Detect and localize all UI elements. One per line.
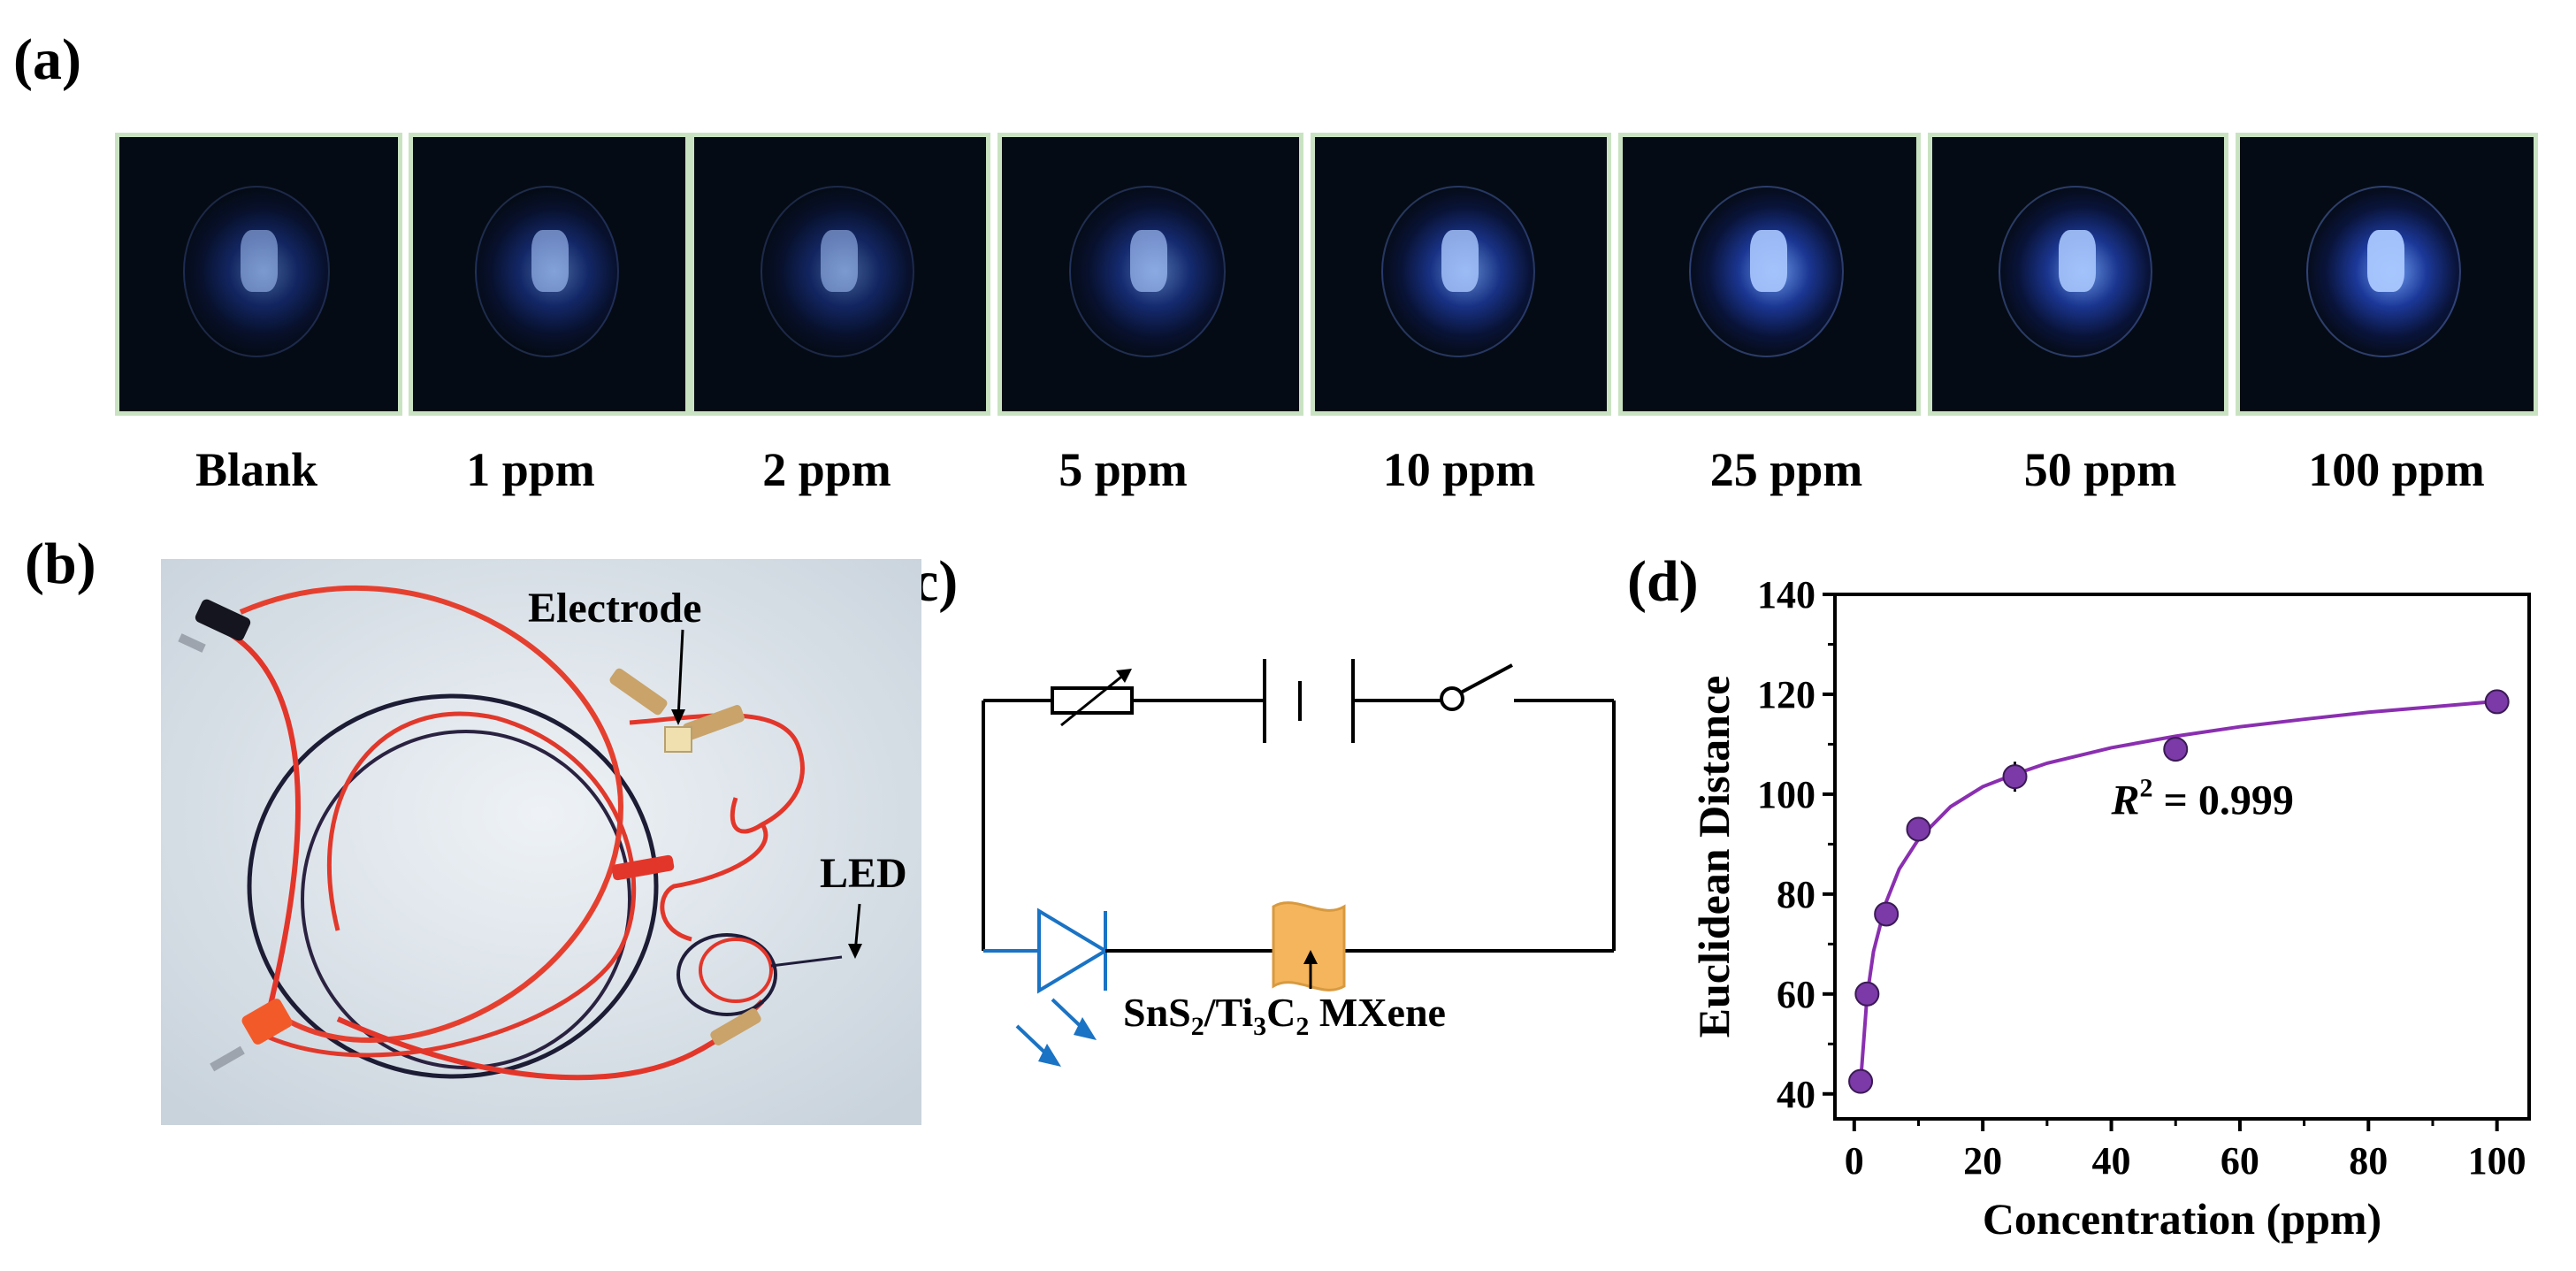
led-core [2058,230,2096,292]
data-point [1854,981,1880,1007]
circuit-photo: Electrode LED [161,559,921,1125]
panel-d-label: (d) [1627,549,1699,614]
electrode-sample [664,726,692,753]
switch-terminal [1440,686,1464,711]
concentration-caption: 5 ppm [1059,443,1188,496]
data-point [2163,737,2189,762]
resistor-arrow [1060,672,1126,727]
black-plug-pin [178,633,206,653]
variable-resistor [1051,686,1134,715]
circuit-photo-drawing [161,559,921,1125]
red-wire [221,627,301,1020]
led-core [2366,230,2404,292]
led-wire-loop [676,933,777,1016]
red-wire-loop [239,586,624,1043]
x-tick-label: 60 [2221,1139,2259,1183]
led-core [1441,230,1479,292]
concentration-caption: Blank [195,443,318,496]
led-photo-frame [1928,133,2228,416]
mxene-label: SnS2/Ti3C2 MXene [1123,990,1446,1041]
led-photo-frame [690,133,990,416]
electrode-label: Electrode [528,585,702,632]
electrode-arrow [676,629,684,719]
switch-lever [1460,663,1513,694]
panel-b-label: (b) [25,532,96,596]
led-photo-frame [2236,133,2538,416]
r-squared-annotation: R2 = 0.999 [2111,773,2294,823]
fit-curve [1859,699,2497,1082]
data-point [1848,1068,1874,1094]
y-tick-label: 140 [1757,573,1815,616]
concentration-caption: 100 ppm [2308,443,2485,496]
bottom-clip [710,1008,761,1045]
led-photo-strip [115,133,2538,420]
red-clip [611,854,675,881]
alligator-clip-2 [683,705,745,740]
emission-arrow [1015,1024,1054,1061]
red-wire-loop-2 [266,711,637,1058]
concentration-caption: 50 ppm [2023,443,2177,496]
panel-a-label: (a) [13,27,81,92]
y-tick-label: 40 [1777,1073,1815,1116]
concentration-caption: 25 ppm [1709,443,1863,496]
led-core [820,230,858,292]
led-photo-frame [1311,133,1611,416]
red-wire-mid [660,823,768,942]
emission-arrow-head [1038,1044,1061,1067]
y-tick-label: 120 [1757,673,1815,716]
led-photo-frame [115,133,402,416]
plot-frame [1833,593,2531,1121]
led-label: LED [820,850,907,897]
black-wire-loop-inner [301,730,631,1069]
x-tick-label: 40 [2092,1139,2131,1183]
alligator-clip [609,668,668,716]
x-tick-label: 0 [1845,1139,1864,1183]
led-symbol [1037,907,1109,994]
x-tick-label: 80 [2349,1139,2388,1183]
red-plug-pin [210,1045,245,1072]
concentration-caption: 10 ppm [1382,443,1536,496]
data-point [2484,689,2510,715]
x-axis-label: Concentration (ppm) [1983,1194,2381,1244]
red-plug [241,999,293,1045]
black-plug [195,599,251,641]
mxene-sample [1272,901,1346,992]
emission-arrow-head [1074,1017,1097,1040]
electrode-arrow-head [671,709,685,725]
led-core [1749,230,1787,292]
concentration-caption: 2 ppm [762,443,891,496]
black-wire-loop [247,693,659,1079]
y-tick-label: 80 [1777,873,1815,916]
y-axis-label: Euclidean Distance [1689,676,1739,1038]
concentration-caption: 1 ppm [466,443,595,496]
led-wire-loop-red [699,938,773,1003]
led-photo-frame [998,133,1303,416]
led-core [1130,230,1168,292]
sample-arrow-head [1303,950,1318,964]
led-lead [770,955,843,968]
led-core [531,230,569,292]
data-point [1906,816,1931,842]
led-photo-frame [409,133,690,416]
data-point [1874,901,1900,927]
x-tick-label: 20 [1963,1139,2002,1183]
x-tick-label: 100 [2468,1139,2526,1183]
emission-arrow [1051,998,1089,1035]
data-point [2002,764,2028,790]
y-tick-label: 60 [1777,973,1815,1016]
resistor-arrow-head [1116,669,1132,683]
led-arrow-head [848,944,862,959]
led-core [240,230,278,292]
led-photo-frame [1618,133,1921,416]
y-tick-label: 100 [1757,773,1815,816]
